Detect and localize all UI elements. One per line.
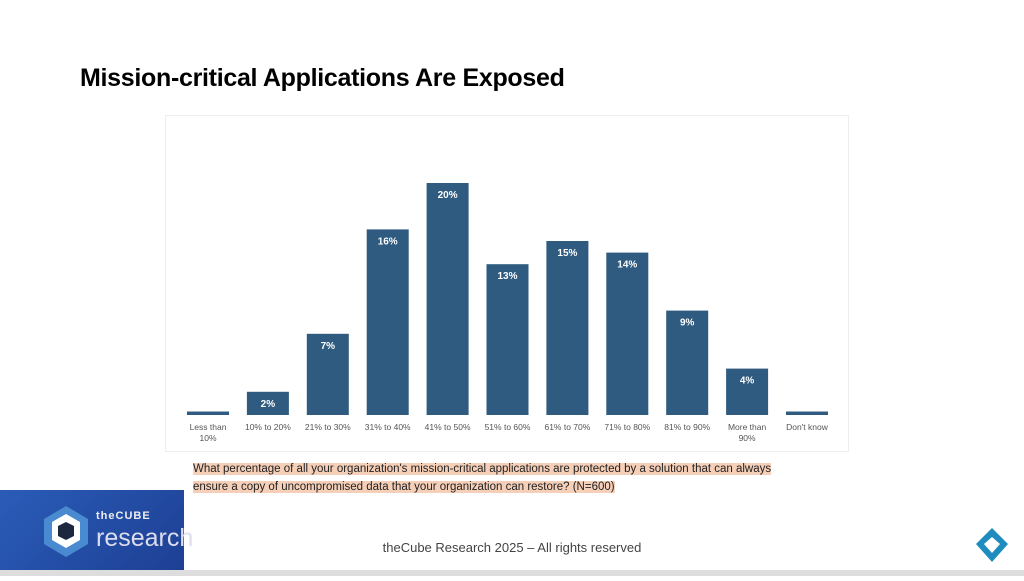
logo-line1: theCUBE: [96, 510, 151, 522]
chart-container: Less than 10% 2% 10% to 20% 7% 21% to 30% 16% 3…: [165, 115, 849, 452]
data-label: 4%: [740, 376, 755, 387]
logo-line2: research: [96, 524, 194, 552]
corner-logo-icon: [976, 528, 1008, 562]
data-label: 16%: [378, 236, 398, 247]
bar: [546, 241, 589, 415]
bar: [306, 333, 349, 415]
x-tick-label: 41% to 50%: [425, 422, 471, 432]
x-tick-label: 71% to 80%: [604, 422, 650, 432]
x-tick-label: Less than: [190, 422, 227, 432]
bar: [246, 391, 289, 415]
bar: [426, 183, 469, 415]
data-label: 20%: [438, 190, 458, 201]
bar: [606, 252, 649, 415]
bar: [187, 411, 229, 415]
footer-copyright: theCube Research 2025 – All rights reser…: [382, 540, 642, 555]
x-tick-label: 61% to 70%: [544, 422, 590, 432]
data-label: 2%: [261, 399, 276, 410]
cube-logo-icon: [44, 506, 88, 557]
data-label: 14%: [617, 260, 637, 271]
data-label: 15%: [557, 248, 577, 259]
x-tick-label: 10%: [199, 433, 216, 443]
bottom-bar: [0, 570, 1024, 576]
slide-title: Mission-critical Applications Are Expose…: [80, 64, 565, 92]
data-label: 7%: [321, 341, 336, 352]
x-tick-label: 31% to 40%: [365, 422, 411, 432]
bar: [366, 229, 409, 415]
x-tick-label: 21% to 30%: [305, 422, 351, 432]
x-tick-label: 81% to 90%: [664, 422, 710, 432]
bar: [486, 264, 529, 415]
x-tick-label: More than: [728, 422, 767, 432]
bar: [726, 368, 769, 415]
x-tick-label: 90%: [739, 433, 756, 443]
x-tick-label: Don't know: [786, 422, 829, 432]
survey-question: What percentage of all your organization…: [193, 460, 803, 496]
thecube-research-logo: theCUBE research: [0, 490, 193, 576]
data-label: 13%: [497, 271, 517, 282]
bar: [786, 411, 828, 415]
x-tick-label: 10% to 20%: [245, 422, 291, 432]
data-label: 9%: [680, 318, 695, 329]
x-tick-label: 51% to 60%: [485, 422, 531, 432]
question-text: What percentage of all your organization…: [193, 463, 772, 493]
bar: [666, 310, 709, 415]
